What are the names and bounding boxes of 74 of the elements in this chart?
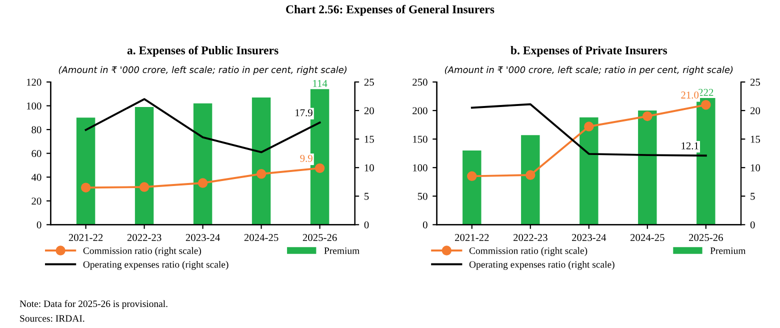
data-label: 21.0 — [681, 92, 699, 99]
bar — [696, 98, 716, 225]
data-label: 17.9 — [296, 109, 312, 116]
x-tick-label: 2023-24 — [186, 234, 220, 242]
data-label: 114 — [313, 80, 328, 87]
y2-tick-label: 15 — [750, 136, 760, 143]
point — [139, 182, 150, 192]
x-tick-label: 2025-26 — [302, 234, 337, 242]
point — [526, 170, 536, 180]
point — [584, 122, 594, 132]
y2-tick-label: 5 — [364, 192, 369, 200]
y2-tick-label: 10 — [750, 164, 760, 172]
y-tick-label: 80 — [32, 126, 42, 134]
y-tick-label: 250 — [412, 78, 428, 86]
y-tick-label: 20 — [32, 198, 42, 205]
y-tick-label: 100 — [413, 164, 428, 172]
chart-subtitle: (Amount in ₹ '000 crore, left scale; ratio in per cent, right scale) — [58, 66, 346, 75]
y-tick-label: 0 — [422, 221, 428, 228]
x-tick-label: 2024-25 — [244, 234, 278, 242]
y-tick-label: 60 — [32, 150, 42, 158]
legend-label: Premium — [324, 247, 360, 254]
y-tick-label: 100 — [26, 102, 42, 110]
bar — [580, 117, 598, 225]
x-tick-label: 2025-26 — [689, 234, 723, 242]
chart-subtitle: (Amount in ₹ '000 crore, left scale; ratio in per cent, right scale) — [444, 66, 733, 75]
point — [198, 178, 208, 188]
data-label: 9.9 — [300, 154, 312, 162]
x-tick-label: 2022-23 — [514, 234, 548, 242]
point — [80, 182, 91, 192]
chart-title: a. Expenses of Public Insurers — [127, 46, 278, 57]
legend-label: Operating expenses ratio (right scale) — [469, 260, 614, 270]
bar — [521, 135, 540, 225]
y2-tick-label: 0 — [364, 221, 369, 228]
x-tick-label: 2024-25 — [630, 234, 664, 242]
x-tick-label: 2023-24 — [572, 234, 606, 242]
y-tick-label: 200 — [412, 107, 428, 114]
chart-title: b. Expenses of Private Insurers — [510, 46, 668, 57]
y-tick-label: 40 — [31, 174, 42, 181]
y2-tick-label: 20 — [750, 107, 760, 114]
legend-label: Commission ratio (right scale) — [469, 247, 588, 256]
point — [701, 100, 711, 110]
legend-label: Operating expenses ratio (right scale) — [83, 260, 228, 270]
bar — [76, 118, 96, 225]
y2-tick-label: 25 — [364, 78, 374, 86]
point — [642, 111, 652, 122]
bar — [638, 110, 657, 225]
y2-tick-label: 5 — [750, 192, 755, 200]
y-tick-label: 50 — [418, 192, 428, 200]
y2-tick-label: 20 — [364, 107, 374, 114]
text: Note: Data for 2025-26 is provisional. — [20, 300, 168, 310]
line-series — [84, 98, 321, 154]
x-tick-label: 2022-23 — [127, 234, 162, 242]
bar — [134, 106, 154, 225]
line-series — [470, 103, 707, 157]
x-tick-label: 2021-22 — [68, 234, 103, 242]
bar — [193, 103, 212, 225]
y2-tick-label: 25 — [750, 78, 760, 86]
legend-label: Premium — [710, 247, 746, 254]
legend-label: Commission ratio (right scale) — [83, 247, 202, 256]
y2-tick-label: 15 — [364, 136, 374, 143]
y-tick-label: 0 — [36, 221, 42, 228]
y-tick-label: 120 — [26, 78, 42, 86]
point — [467, 171, 477, 182]
y2-tick-label: 10 — [364, 164, 374, 172]
text: Chart 2.56: Expenses of General Insurers — [286, 4, 494, 16]
point — [256, 169, 266, 179]
data-label: 12.1 — [682, 142, 698, 150]
y2-tick-label: 0 — [750, 221, 755, 228]
x-tick-label: 2021-22 — [455, 234, 489, 242]
bar — [462, 150, 482, 225]
point — [314, 163, 325, 174]
source-note: Sources: IRDAI. — [20, 315, 84, 322]
bar — [252, 97, 271, 225]
y-tick-label: 150 — [413, 136, 428, 143]
